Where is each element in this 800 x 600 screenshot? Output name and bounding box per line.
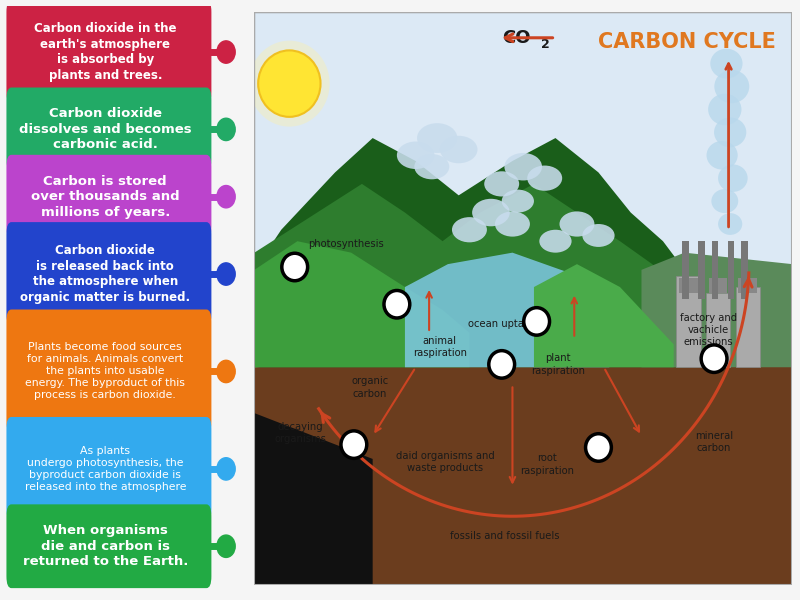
Ellipse shape: [714, 118, 746, 147]
Text: plant
raspiration: plant raspiration: [531, 353, 585, 376]
FancyBboxPatch shape: [6, 155, 211, 239]
Text: fossils and fossil fuels: fossils and fossil fuels: [450, 531, 559, 541]
Text: CO: CO: [502, 29, 530, 47]
Circle shape: [282, 253, 308, 281]
Ellipse shape: [559, 211, 594, 236]
Ellipse shape: [217, 41, 235, 63]
Ellipse shape: [582, 224, 614, 247]
FancyBboxPatch shape: [6, 505, 211, 588]
Text: photosynthesis: photosynthesis: [308, 239, 384, 249]
Bar: [679, 278, 698, 293]
Circle shape: [524, 308, 550, 335]
Ellipse shape: [217, 535, 235, 557]
Bar: [728, 241, 734, 298]
Ellipse shape: [417, 123, 458, 153]
Text: ocean uptake: ocean uptake: [468, 319, 535, 329]
Circle shape: [341, 431, 366, 458]
Bar: [677, 275, 701, 367]
Polygon shape: [254, 241, 470, 367]
Ellipse shape: [452, 217, 487, 242]
Circle shape: [258, 50, 321, 117]
Circle shape: [586, 434, 611, 461]
Polygon shape: [642, 253, 792, 367]
Polygon shape: [254, 138, 685, 327]
Text: mineral
carbon: mineral carbon: [695, 431, 733, 453]
Bar: [738, 278, 757, 293]
Circle shape: [249, 41, 330, 127]
Text: root
raspiration: root raspiration: [520, 454, 574, 476]
Text: CARBON CYCLE: CARBON CYCLE: [598, 32, 776, 52]
Text: factory and
vachicle
emissions: factory and vachicle emissions: [680, 313, 738, 347]
Ellipse shape: [217, 118, 235, 140]
Text: Carbon dioxide
dissolves and becomes
carbonic acid.: Carbon dioxide dissolves and becomes car…: [19, 107, 191, 151]
Text: organic
carbon: organic carbon: [351, 376, 389, 398]
FancyBboxPatch shape: [6, 310, 211, 433]
Text: Carbon is stored
over thousands and
millions of years.: Carbon is stored over thousands and mill…: [31, 175, 179, 218]
Ellipse shape: [714, 70, 750, 103]
Bar: [742, 241, 748, 298]
Polygon shape: [534, 264, 674, 367]
Ellipse shape: [472, 199, 510, 226]
Polygon shape: [405, 253, 610, 367]
Text: daid organisms and
waste products: daid organisms and waste products: [396, 451, 494, 473]
Text: decaying
organisms: decaying organisms: [274, 422, 326, 445]
Ellipse shape: [706, 141, 738, 170]
Ellipse shape: [527, 166, 562, 191]
Ellipse shape: [502, 190, 534, 212]
FancyBboxPatch shape: [6, 0, 211, 104]
Ellipse shape: [217, 263, 235, 285]
Bar: [709, 278, 727, 293]
Text: Carbon dioxide in the
earth's atmosphere
is absorbed by
plants and trees.: Carbon dioxide in the earth's atmosphere…: [34, 22, 177, 82]
FancyBboxPatch shape: [6, 417, 211, 521]
Bar: [735, 287, 760, 367]
Bar: [712, 241, 718, 298]
FancyBboxPatch shape: [6, 88, 211, 171]
FancyBboxPatch shape: [6, 222, 211, 326]
Bar: [706, 293, 730, 367]
Text: When organisms
die and carbon is
returned to the Earth.: When organisms die and carbon is returne…: [22, 524, 188, 568]
Circle shape: [489, 350, 514, 378]
Bar: [698, 241, 705, 298]
Circle shape: [701, 345, 727, 373]
Ellipse shape: [440, 136, 478, 163]
Text: Plants become food sources
for animals. Animals convert
the plants into usable
e: Plants become food sources for animals. …: [26, 343, 185, 400]
Ellipse shape: [708, 94, 742, 125]
Text: As plants
undergo photosynthesis, the
byproduct carbon dioxide is
released into : As plants undergo photosynthesis, the by…: [25, 446, 186, 492]
Ellipse shape: [718, 164, 748, 192]
Text: animal
raspiration: animal raspiration: [413, 336, 467, 358]
Polygon shape: [254, 344, 792, 585]
Text: 2: 2: [542, 38, 550, 51]
Ellipse shape: [217, 458, 235, 480]
Bar: [682, 241, 689, 298]
Ellipse shape: [397, 142, 434, 169]
Polygon shape: [254, 413, 373, 585]
Ellipse shape: [504, 153, 542, 181]
Ellipse shape: [484, 171, 519, 197]
Ellipse shape: [539, 230, 571, 253]
Ellipse shape: [495, 211, 530, 236]
Circle shape: [384, 290, 410, 318]
Ellipse shape: [217, 185, 235, 208]
Text: Carbon dioxide
is released back into
the atmosphere when
organic matter is burne: Carbon dioxide is released back into the…: [20, 244, 190, 304]
Ellipse shape: [414, 154, 450, 179]
Ellipse shape: [217, 360, 235, 383]
Ellipse shape: [710, 49, 742, 79]
Polygon shape: [254, 184, 685, 367]
Ellipse shape: [711, 189, 738, 213]
Ellipse shape: [718, 213, 742, 235]
FancyBboxPatch shape: [254, 12, 792, 585]
